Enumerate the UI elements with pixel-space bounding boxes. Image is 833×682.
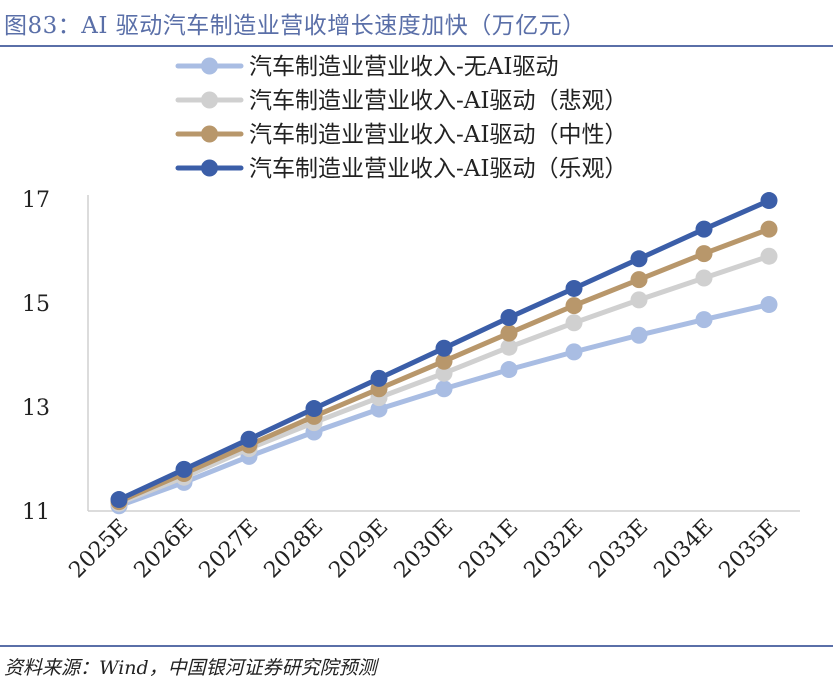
data-point [630, 250, 648, 268]
data-point [695, 311, 713, 329]
data-point [630, 291, 648, 309]
legend-label: 汽车制造业营业收入-无AI驱动 [249, 54, 558, 80]
data-point [565, 297, 583, 315]
source-divider [0, 645, 833, 647]
data-point [565, 314, 583, 332]
legend-item: 汽车制造业营业收入-AI驱动（悲观） [175, 88, 627, 114]
legend-item: 汽车制造业营业收入-AI驱动（中性） [175, 122, 627, 148]
data-point [695, 245, 713, 263]
data-point [175, 460, 193, 478]
data-point [630, 271, 648, 289]
x-tick-label: 2030E [390, 515, 459, 584]
data-point [500, 309, 518, 327]
legend-label: 汽车制造业营业收入-AI驱动（悲观） [249, 88, 627, 114]
legend-item: 汽车制造业营业收入-无AI驱动 [175, 54, 558, 80]
x-tick-label: 2025E [65, 515, 134, 584]
x-tick-label: 2032E [520, 515, 589, 584]
data-point [305, 400, 323, 418]
data-point [695, 220, 713, 238]
x-tick-label: 2028E [260, 515, 329, 584]
legend-swatch-marker [201, 125, 218, 143]
series-4 [110, 192, 778, 509]
data-point [110, 491, 128, 509]
data-point [500, 338, 518, 356]
x-tick-label: 2031E [455, 515, 524, 584]
figure-title: 图83：AI 驱动汽车制造业营收增长速度加快（万亿元） [4, 13, 586, 39]
data-point [760, 220, 778, 238]
y-tick-label: 13 [22, 396, 50, 421]
data-point [760, 247, 778, 265]
data-point [500, 324, 518, 342]
legend-swatch-marker [201, 91, 218, 109]
legend-label: 汽车制造业营业收入-AI驱动（乐观） [249, 156, 627, 182]
y-tick-label: 11 [22, 500, 50, 525]
series-1 [110, 296, 778, 515]
data-point [565, 343, 583, 361]
x-tick-label: 2029E [325, 515, 394, 584]
x-tick-label: 2026E [130, 515, 199, 584]
data-point [435, 364, 453, 382]
x-tick-label: 2034E [650, 515, 719, 584]
legend-swatch-marker [201, 159, 218, 177]
legend-swatch-marker [201, 57, 218, 75]
data-point [630, 326, 648, 344]
legend-label: 汽车制造业营业收入-AI驱动（中性） [249, 122, 627, 148]
series-layer [110, 192, 778, 515]
x-tick-label: 2027E [195, 515, 264, 584]
data-point [435, 380, 453, 398]
data-point [370, 369, 388, 387]
y-tick-label: 15 [22, 292, 50, 317]
data-point [565, 279, 583, 297]
data-point [435, 339, 453, 357]
data-point [760, 296, 778, 314]
title-divider [0, 45, 833, 47]
legend-item: 汽车制造业营业收入-AI驱动（乐观） [175, 156, 627, 182]
data-point [240, 430, 258, 448]
source-note: 资料来源：Wind，中国银河证券研究院预测 [4, 657, 377, 679]
x-tick-label: 2035E [715, 515, 784, 584]
data-point [695, 269, 713, 287]
data-point [435, 352, 453, 370]
x-tick-label: 2033E [585, 515, 654, 584]
y-tick-label: 17 [22, 188, 50, 213]
series-line [116, 302, 772, 509]
data-point [500, 361, 518, 379]
data-point [760, 192, 778, 210]
